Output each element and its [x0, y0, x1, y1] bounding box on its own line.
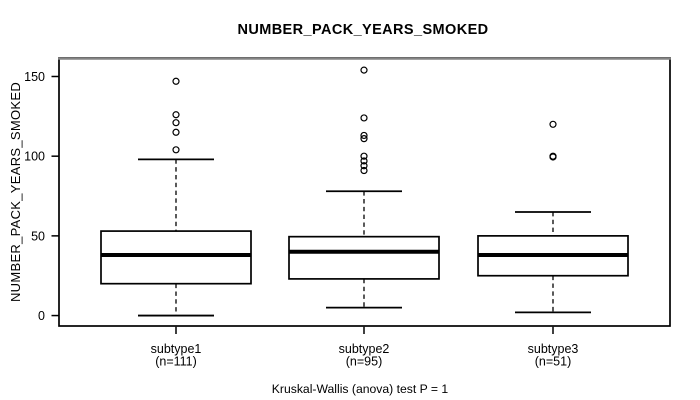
- x-group-count-label: (n=111): [155, 355, 197, 369]
- x-group-label: subtype3: [528, 342, 579, 356]
- y-tick-label: 150: [24, 70, 45, 84]
- outlier-point: [360, 166, 368, 175]
- outlier-point: [360, 157, 368, 165]
- outlier-point: [549, 120, 557, 128]
- outlier-point: [360, 131, 368, 140]
- outlier-point: [360, 66, 368, 74]
- outlier-point: [172, 128, 180, 136]
- outlier-point: [172, 119, 180, 127]
- x-group-label: subtype1: [151, 342, 202, 356]
- outlier-point: [172, 146, 180, 154]
- x-group-count-label: (n=95): [346, 355, 382, 369]
- boxplot-subtype1: subtype1(n=111): [100, 77, 252, 369]
- outlier-point: [549, 152, 557, 160]
- x-group-count-label: (n=51): [535, 355, 571, 369]
- outlier-point: [360, 114, 368, 122]
- boxplot-subtype2: subtype2(n=95): [288, 66, 440, 369]
- outlier-point: [360, 135, 368, 143]
- chart-title: NUMBER_PACK_YEARS_SMOKED: [237, 22, 488, 38]
- iqr-box: [288, 235, 440, 280]
- outlier-point: [360, 152, 368, 160]
- x-group-label: subtype2: [339, 342, 390, 356]
- plot-area: 050100150subtype1(n=111)subtype2(n=95)su…: [24, 57, 671, 369]
- outlier-point: [360, 162, 368, 170]
- boxplot-subtype3: subtype3(n=51): [477, 120, 629, 369]
- y-tick-label: 100: [24, 150, 45, 164]
- y-tick-label: 50: [31, 229, 45, 243]
- y-tick-label: 0: [38, 309, 45, 323]
- iqr-box: [100, 230, 252, 285]
- caption-text: Kruskal-Wallis (anova) test P = 1: [272, 382, 449, 396]
- outlier-point: [172, 77, 180, 85]
- y-axis-label: NUMBER_PACK_YEARS_SMOKED: [8, 82, 23, 302]
- outlier-point: [172, 111, 180, 119]
